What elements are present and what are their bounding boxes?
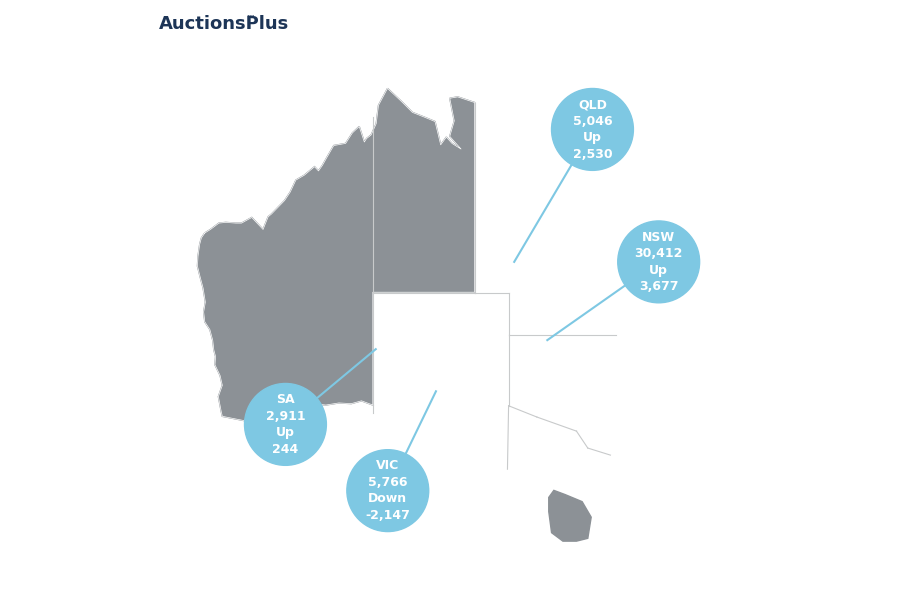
Polygon shape — [198, 88, 474, 421]
Text: QLD
5,046
Up
2,530: QLD 5,046 Up 2,530 — [573, 98, 612, 161]
Circle shape — [551, 88, 633, 170]
Text: NSW
30,412
Up
3,677: NSW 30,412 Up 3,677 — [634, 231, 683, 293]
Circle shape — [618, 221, 700, 303]
Polygon shape — [548, 491, 591, 541]
Circle shape — [347, 450, 428, 532]
Text: AuctionsPlus: AuctionsPlus — [159, 15, 290, 33]
Text: ™: ™ — [245, 13, 255, 23]
Text: SA
2,911
Up
244: SA 2,911 Up 244 — [265, 393, 305, 456]
Text: VIC
5,766
Down
-2,147: VIC 5,766 Down -2,147 — [365, 459, 410, 522]
Circle shape — [244, 383, 327, 465]
